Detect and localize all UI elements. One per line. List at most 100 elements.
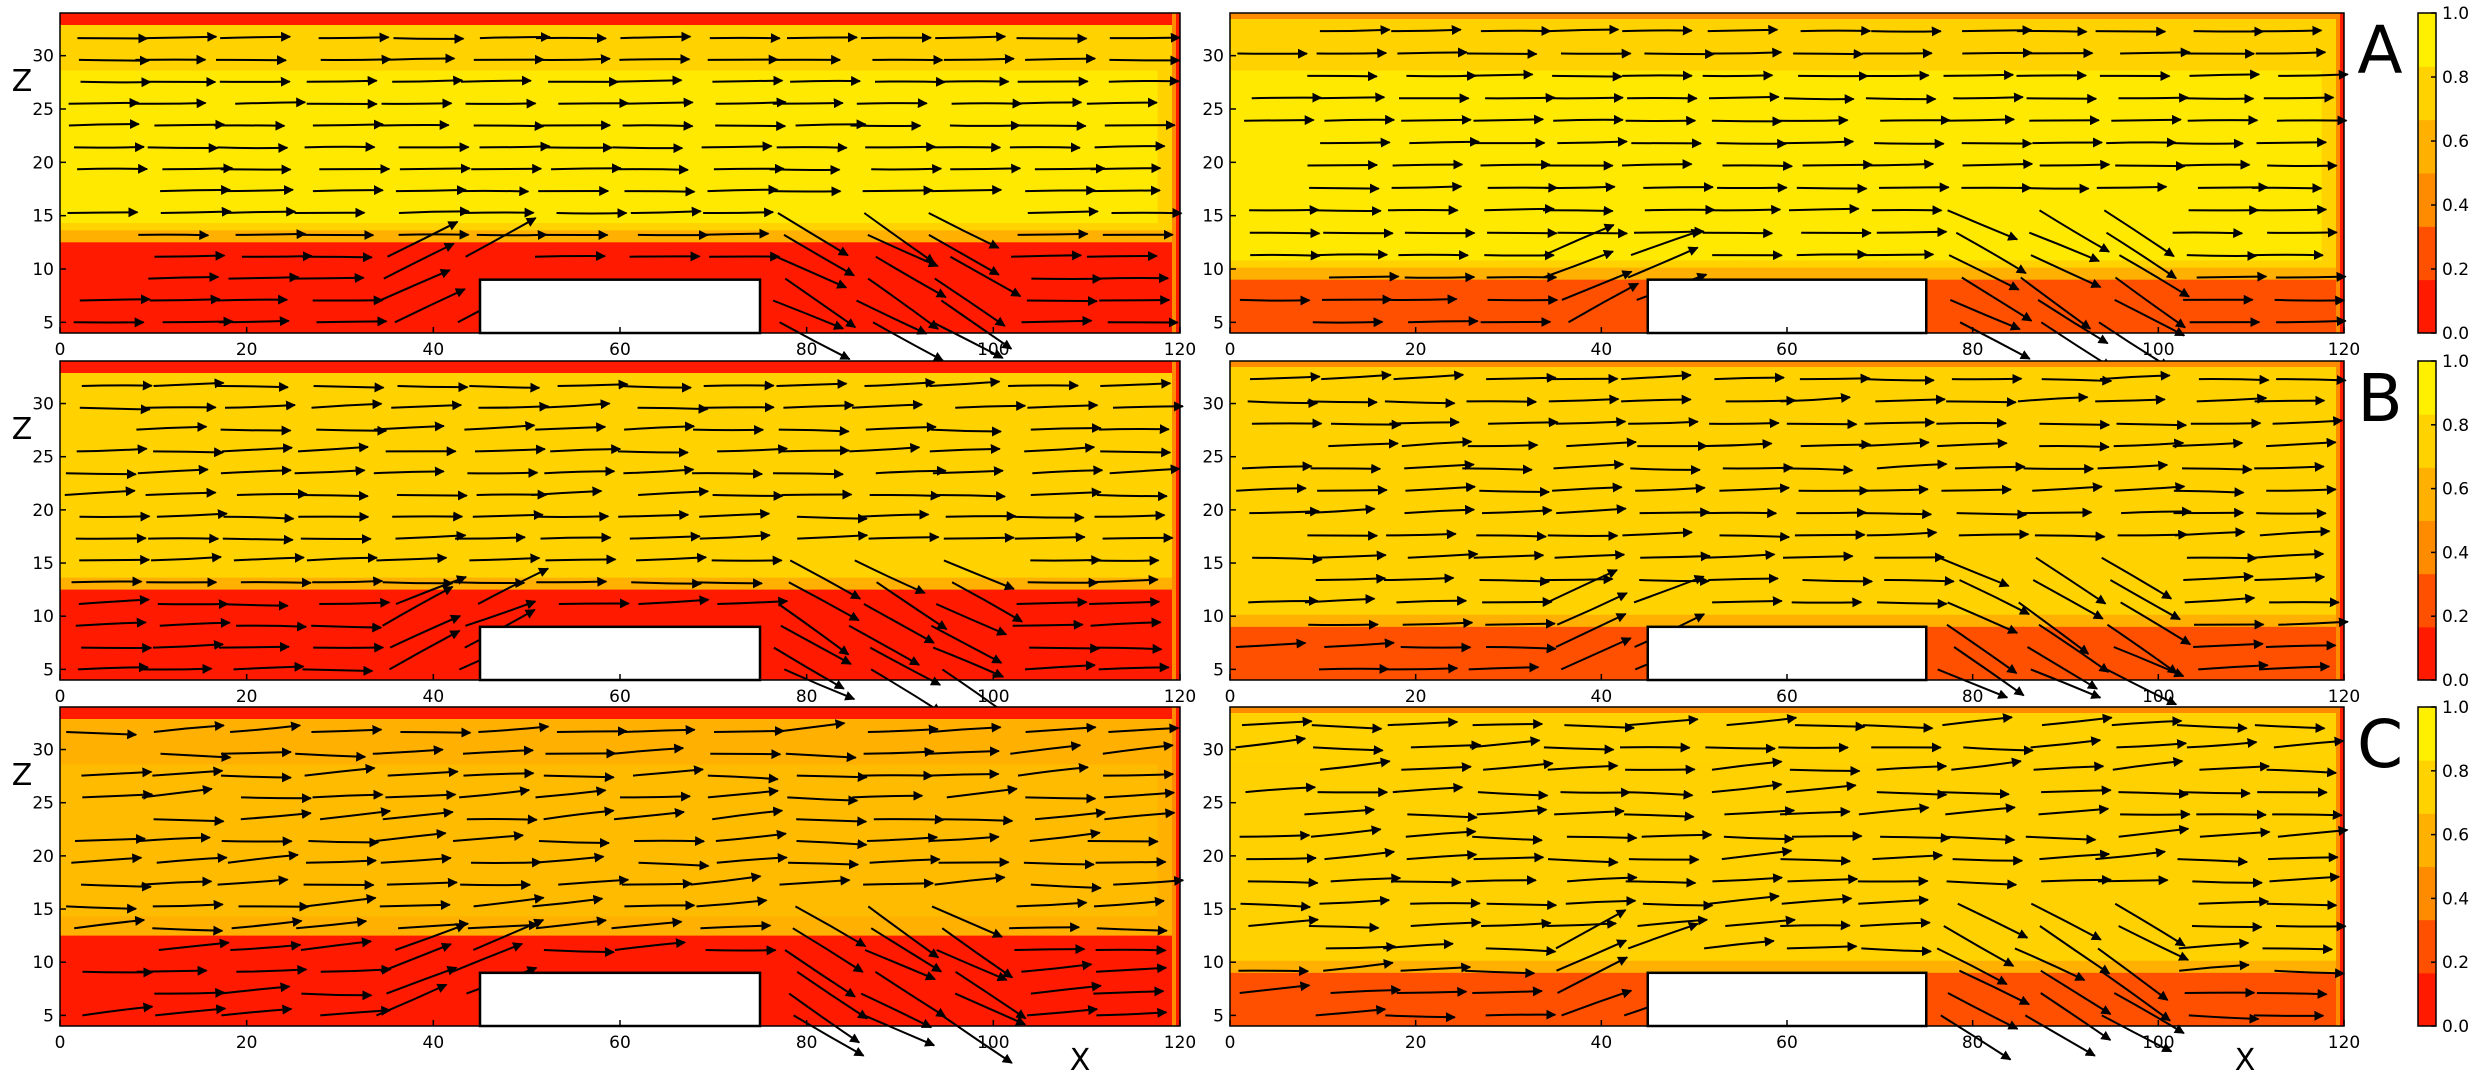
streamline-arrow bbox=[2106, 137, 2177, 148]
streamline-arrow bbox=[1874, 138, 1945, 149]
streamline-arrow bbox=[458, 186, 530, 197]
streamline-arrow bbox=[1783, 94, 1855, 105]
streamline-arrow bbox=[938, 857, 1010, 868]
streamline-arrow bbox=[152, 766, 224, 777]
streamline-arrow bbox=[856, 299, 928, 335]
streamline-arrow bbox=[1704, 550, 1776, 561]
streamline-arrow bbox=[2039, 159, 2111, 170]
x-tick-label: 40 bbox=[1591, 1033, 1613, 1053]
streamline-arrow bbox=[230, 721, 302, 733]
streamline-arrow bbox=[464, 421, 536, 432]
streamline-arrow bbox=[1942, 713, 2013, 727]
panel-B-right: 0 20 40 60 80 100 120 5 10 15 20 25 30 bbox=[1202, 360, 2360, 707]
x-tick-label: 80 bbox=[1962, 340, 1984, 360]
streamline-arrow bbox=[707, 773, 779, 784]
z-tick-label: 5 bbox=[1213, 1006, 1224, 1026]
streamline-arrow bbox=[1307, 397, 1378, 408]
streamline-arrow bbox=[1958, 529, 2030, 540]
streamline-arrow bbox=[217, 875, 289, 886]
colorbar-tick-label: 0.0 bbox=[2442, 1017, 2469, 1037]
x-tick-label: 20 bbox=[1405, 1033, 1427, 1053]
heatmap-field bbox=[1230, 13, 2344, 333]
streamline-arrow bbox=[77, 662, 149, 673]
colorbar-tick-label: 0.2 bbox=[2442, 953, 2469, 973]
panel-A-left: 0 20 40 60 80 100 120 5 10 15 20 25 30 bbox=[32, 12, 1196, 362]
streamline-arrow bbox=[387, 767, 459, 778]
streamline-arrow bbox=[1637, 915, 1709, 927]
streamline-arrow bbox=[622, 120, 694, 131]
streamline-arrow bbox=[395, 185, 467, 196]
streamline-arrow bbox=[1484, 203, 1555, 214]
x-tick-label: 0 bbox=[1225, 340, 1236, 360]
streamline-arrow bbox=[2254, 461, 2325, 472]
streamline-arrow bbox=[1410, 740, 1482, 751]
streamline-arrow bbox=[558, 875, 630, 886]
streamline-arrow bbox=[1240, 901, 1312, 912]
streamline-arrow bbox=[2173, 138, 2244, 149]
streamline-arrow bbox=[1320, 137, 1391, 148]
streamline-arrow bbox=[227, 850, 299, 864]
streamline-arrow bbox=[1545, 182, 1616, 193]
streamline-arrow bbox=[928, 212, 1000, 249]
streamline-arrow bbox=[2251, 183, 2323, 194]
streamline-arrow bbox=[636, 552, 708, 563]
streamline-arrow bbox=[1310, 825, 1382, 838]
streamline-arrow bbox=[1786, 781, 1857, 794]
z-axis-label: Z bbox=[12, 758, 33, 793]
streamline-arrow bbox=[2114, 482, 2186, 493]
streamline-arrow bbox=[2120, 601, 2192, 646]
streamline-arrow bbox=[938, 76, 1010, 87]
z-tick-label: 30 bbox=[32, 741, 54, 761]
streamline-arrow bbox=[1560, 637, 1632, 671]
z-axis-label: Z bbox=[12, 64, 33, 99]
streamline-arrow bbox=[2121, 506, 2192, 517]
streamline-arrow bbox=[1323, 228, 1394, 239]
streamline-arrow bbox=[1959, 321, 2031, 360]
streamline-arrow bbox=[465, 599, 537, 627]
field-top-strip bbox=[1230, 13, 2344, 19]
colorbar-band bbox=[2418, 279, 2436, 334]
streamline-arrow bbox=[156, 509, 228, 520]
streamline-arrow bbox=[2116, 419, 2188, 430]
streamline-arrow bbox=[1963, 745, 2034, 756]
streamline-arrow bbox=[1714, 372, 1785, 383]
streamline-arrow bbox=[1642, 900, 1714, 911]
streamline-arrow bbox=[1786, 419, 1858, 430]
streamline-arrow bbox=[235, 229, 307, 240]
streamline-arrow bbox=[73, 142, 145, 153]
streamline-arrow bbox=[868, 532, 940, 543]
streamline-arrow bbox=[796, 513, 868, 524]
streamline-arrow bbox=[535, 422, 607, 433]
streamline-arrow bbox=[1858, 484, 1929, 495]
streamline-arrow bbox=[80, 77, 152, 88]
streamline-arrow bbox=[392, 75, 464, 86]
streamline-arrow bbox=[1961, 138, 2033, 149]
z-tick-label: 20 bbox=[1202, 501, 1224, 521]
streamline-arrow bbox=[1711, 757, 1783, 771]
streamline-arrow bbox=[1711, 780, 1783, 794]
streamline-arrow bbox=[1622, 25, 1693, 36]
streamline-arrow bbox=[316, 316, 388, 327]
x-tick-label: 0 bbox=[55, 687, 66, 707]
x-axis-label: X bbox=[2235, 1043, 2256, 1078]
streamline-arrow bbox=[382, 807, 454, 821]
streamline-arrow bbox=[1466, 875, 1537, 886]
streamline-arrow bbox=[305, 855, 377, 866]
streamline-arrow bbox=[316, 425, 388, 436]
streamline-arrow bbox=[2103, 209, 2175, 258]
streamline-arrow bbox=[138, 230, 210, 241]
z-tick-label: 25 bbox=[1202, 100, 1224, 120]
streamline-arrow bbox=[478, 722, 550, 733]
streamline-arrow bbox=[1794, 721, 1866, 732]
streamline-arrow bbox=[236, 621, 308, 632]
z-tick-label: 30 bbox=[32, 47, 54, 67]
streamline-arrow bbox=[2196, 809, 2267, 820]
streamline-arrow bbox=[1404, 272, 1476, 283]
colorbar-C: 0.0 0.2 0.4 0.6 0.8 1.0 bbox=[2417, 698, 2469, 1037]
x-tick-label: 60 bbox=[1776, 1033, 1798, 1053]
streamline-arrow bbox=[1476, 531, 1547, 542]
streamline-arrow bbox=[1408, 316, 1479, 327]
streamline-arrow bbox=[1304, 805, 1375, 816]
streamline-arrow bbox=[1725, 915, 1796, 927]
streamline-arrow bbox=[473, 893, 545, 908]
